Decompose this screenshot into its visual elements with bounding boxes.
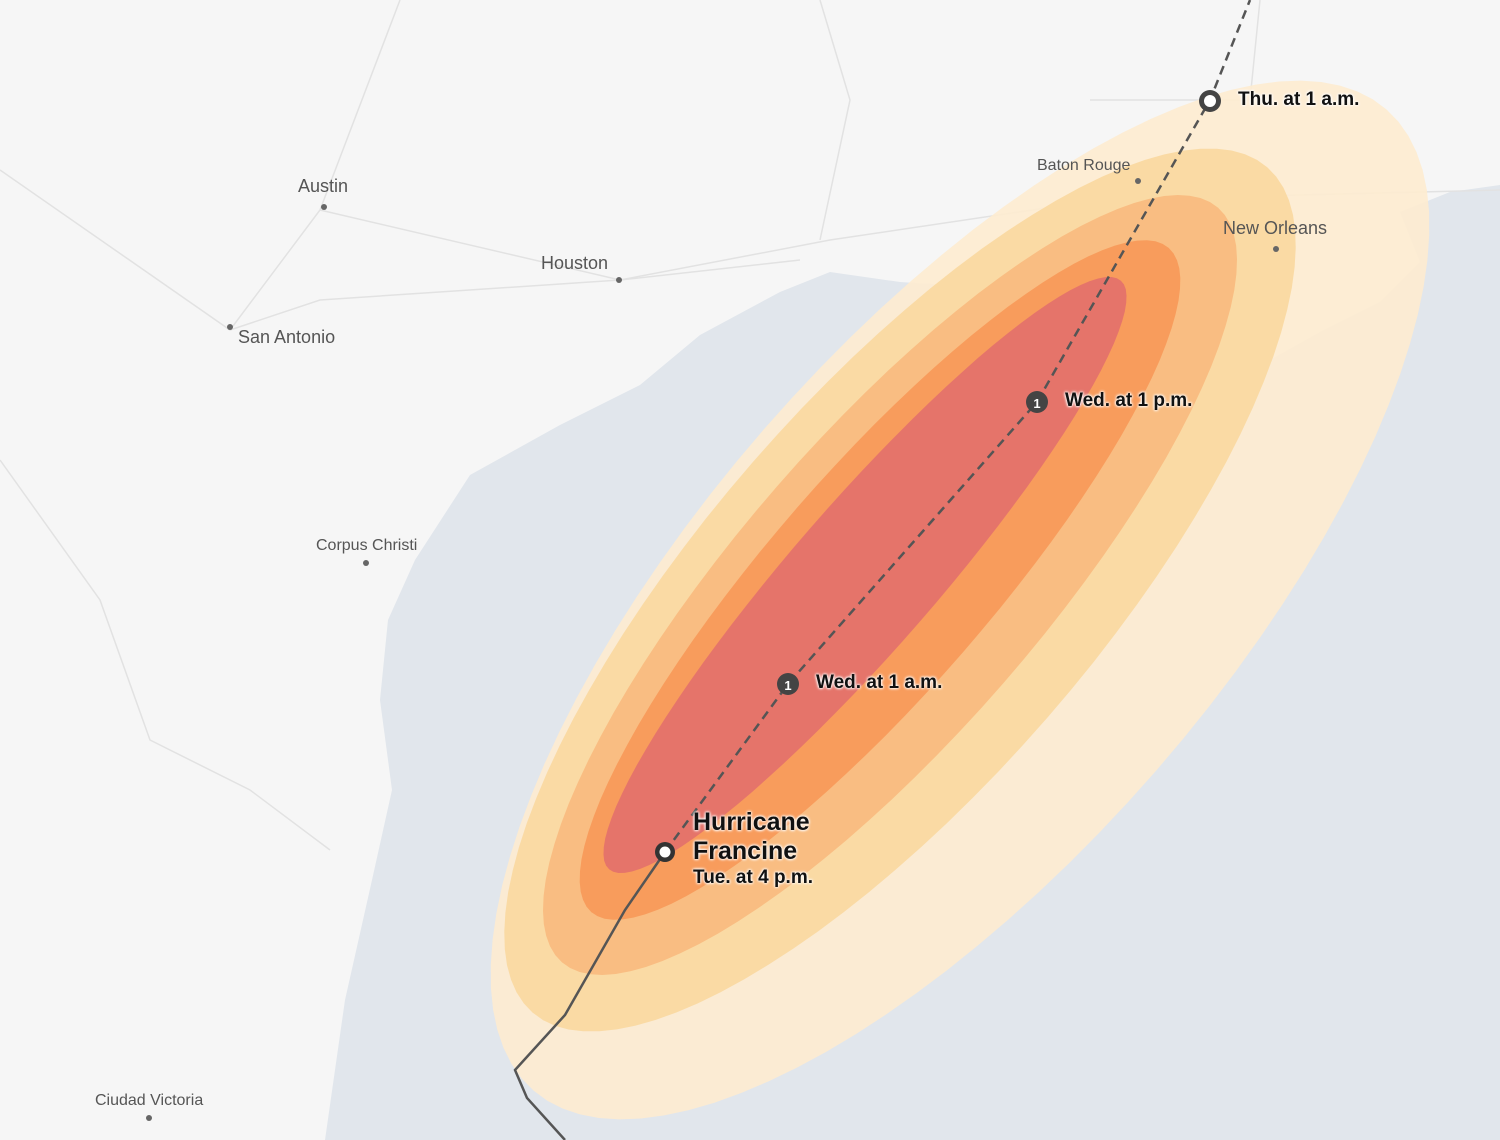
storm-forecast-marker-wed-1am[interactable]: 1 [777, 673, 799, 695]
forecast-track [663, 0, 1252, 853]
city-label-baton-rouge: Baton Rouge [1037, 157, 1131, 174]
city-label-new-orleans: New Orleans [1223, 218, 1328, 238]
past-track [513, 851, 667, 1140]
city-label-houston: Houston [541, 253, 609, 273]
forecast-time-thu-1am: Thu. at 1 a.m. [1238, 89, 1360, 110]
storm-current-time: Tue. at 4 p.m. [693, 867, 814, 888]
roads-and-borders [0, 0, 1500, 851]
storm-forecast-marker-thu-1am[interactable] [1199, 90, 1221, 112]
storm-forecast-marker-wed-1pm[interactable]: 1 [1026, 391, 1048, 413]
forecast-time-wed-1am: Wed. at 1 a.m. [816, 672, 943, 693]
city-label-corpus-christi: Corpus Christi [316, 537, 418, 554]
city-dots [146, 178, 1279, 1121]
rain-band-5 [603, 277, 1127, 873]
city-label-san-antonio: San Antonio [238, 327, 336, 347]
forecast-time-wed-1pm: Wed. at 1 p.m. [1065, 390, 1193, 411]
storm-name-label: Hurricane Francine [693, 808, 810, 866]
category-label: 1 [784, 678, 791, 693]
category-label: 1 [1033, 396, 1040, 411]
city-label-ciudad-victoria: Ciudad Victoria [95, 1092, 204, 1109]
storm-current-marker[interactable] [655, 842, 675, 862]
storm-name-line1: Hurricane [693, 808, 810, 836]
storm-name-line2: Francine [693, 837, 798, 865]
city-label-austin: Austin [298, 176, 349, 196]
